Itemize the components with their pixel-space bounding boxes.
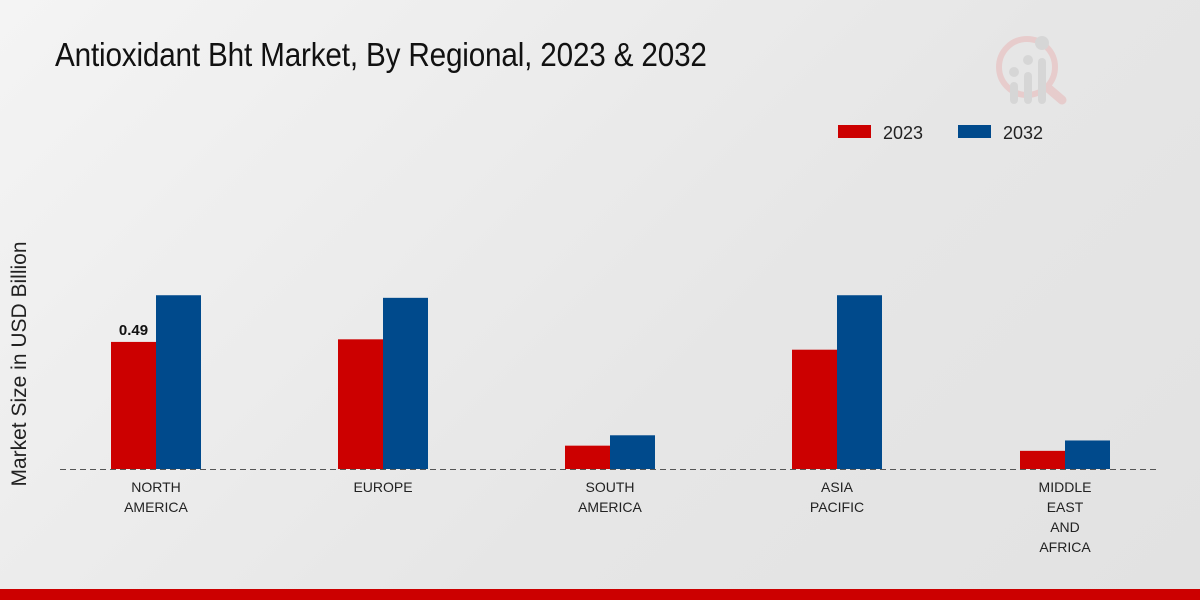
bar-2023-asia-pacific — [792, 349, 837, 469]
bar-2023-middle-east-and-africa — [1020, 450, 1065, 469]
x-tick-label: SOUTH — [586, 479, 635, 495]
x-tick-label: PACIFIC — [810, 499, 864, 515]
x-tick-label: AMERICA — [124, 499, 188, 515]
footer-accent-bar — [0, 589, 1200, 600]
bar-2032-europe — [383, 297, 428, 469]
bar-2032-asia-pacific — [837, 295, 882, 469]
y-axis-label: Market Size in USD Billion — [8, 241, 31, 486]
bar-2032-south-america — [610, 435, 655, 469]
x-tick-label: AMERICA — [578, 499, 642, 515]
bar-2023-europe — [338, 339, 383, 469]
x-tick-label: EAST — [1047, 499, 1084, 515]
legend-swatch-2032 — [958, 125, 991, 138]
legend-swatch-2023 — [838, 125, 871, 138]
bar-2023-north-america — [111, 341, 156, 469]
x-tick-label: EUROPE — [353, 479, 412, 495]
legend-label-2032: 2032 — [1003, 123, 1043, 143]
data-label: 0.49 — [119, 322, 148, 339]
x-tick-label: ASIA — [821, 479, 854, 495]
legend-label-2023: 2023 — [883, 123, 923, 143]
bar-2032-north-america — [156, 295, 201, 469]
x-tick-label: NORTH — [131, 479, 181, 495]
x-tick-label: MIDDLE — [1039, 479, 1092, 495]
bar-2032-middle-east-and-africa — [1065, 440, 1110, 469]
x-tick-label: AFRICA — [1039, 539, 1091, 555]
x-tick-label: AND — [1050, 519, 1080, 535]
legend: 2023 2032 — [838, 123, 1043, 143]
bar-2023-south-america — [565, 445, 610, 469]
chart-title: Antioxidant Bht Market, By Regional, 202… — [55, 36, 707, 73]
logo-icon — [996, 36, 1067, 105]
